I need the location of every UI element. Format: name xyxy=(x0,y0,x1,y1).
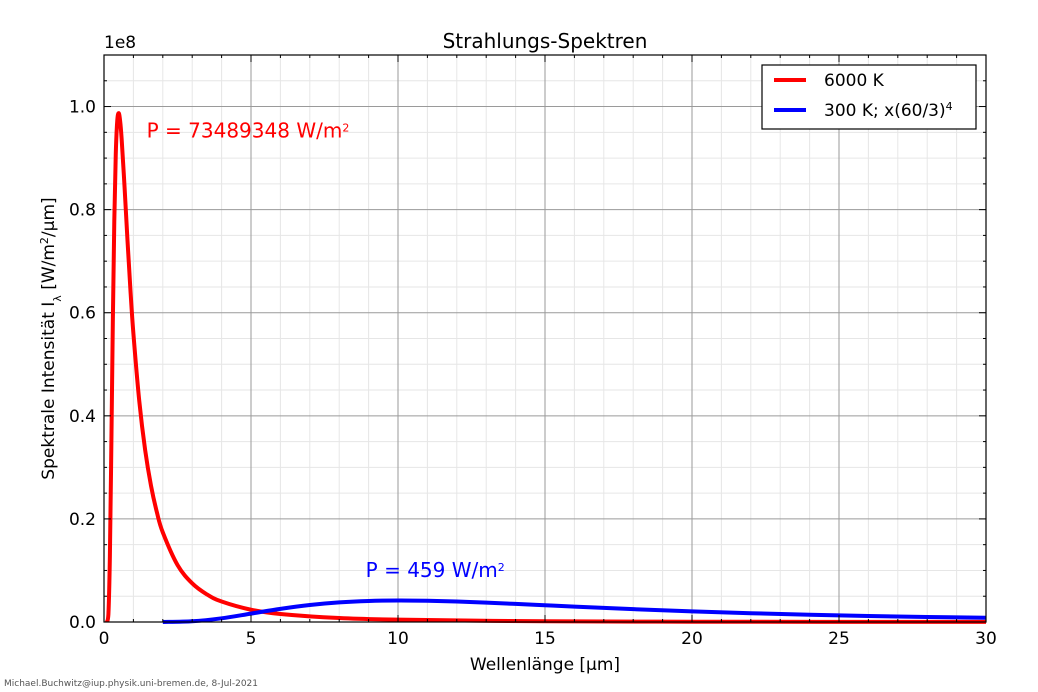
x-tick-label: 30 xyxy=(975,629,997,649)
y-axis-label: Spektrale Intensität Iλ [W/m2/µm] xyxy=(38,197,64,479)
y-tick-label: 1.0 xyxy=(69,98,96,118)
ticks xyxy=(103,54,987,623)
legend-box xyxy=(761,64,977,130)
legend-label-0: 6000 K xyxy=(824,71,885,91)
x-tick-label: 25 xyxy=(828,629,850,649)
x-tick-label: 5 xyxy=(246,629,257,649)
y-tick-label: 0.8 xyxy=(69,201,96,221)
series-line-0 xyxy=(104,111,987,624)
x-tick-label: 10 xyxy=(387,629,409,649)
y-offset-label: 1e8 xyxy=(104,33,136,53)
x-tick-label: 15 xyxy=(534,629,556,649)
y-tick-label: 0.0 xyxy=(69,613,96,633)
annotation-1: P = 459 W/m2 xyxy=(366,558,505,582)
annotation-0: P = 73489348 W/m2 xyxy=(147,118,350,142)
y-tick-label: 0.4 xyxy=(69,407,96,427)
x-axis-label: Wellenlänge [µm] xyxy=(470,655,620,675)
y-tick-label: 0.2 xyxy=(69,510,96,530)
series-line-1 xyxy=(162,598,987,624)
x-tick-label: 20 xyxy=(681,629,703,649)
legend-label-1: 300 K; x(60/3)4 xyxy=(824,100,953,122)
x-tick-label: 0 xyxy=(99,629,110,649)
y-tick-label: 0.6 xyxy=(69,304,96,324)
footer-credit: Michael.Buchwitz@iup.physik.uni-bremen.d… xyxy=(4,679,258,689)
chart-title: Strahlungs-Spektren xyxy=(443,29,648,53)
legend: 6000 K 300 K; x(60/3)4 xyxy=(761,64,977,130)
